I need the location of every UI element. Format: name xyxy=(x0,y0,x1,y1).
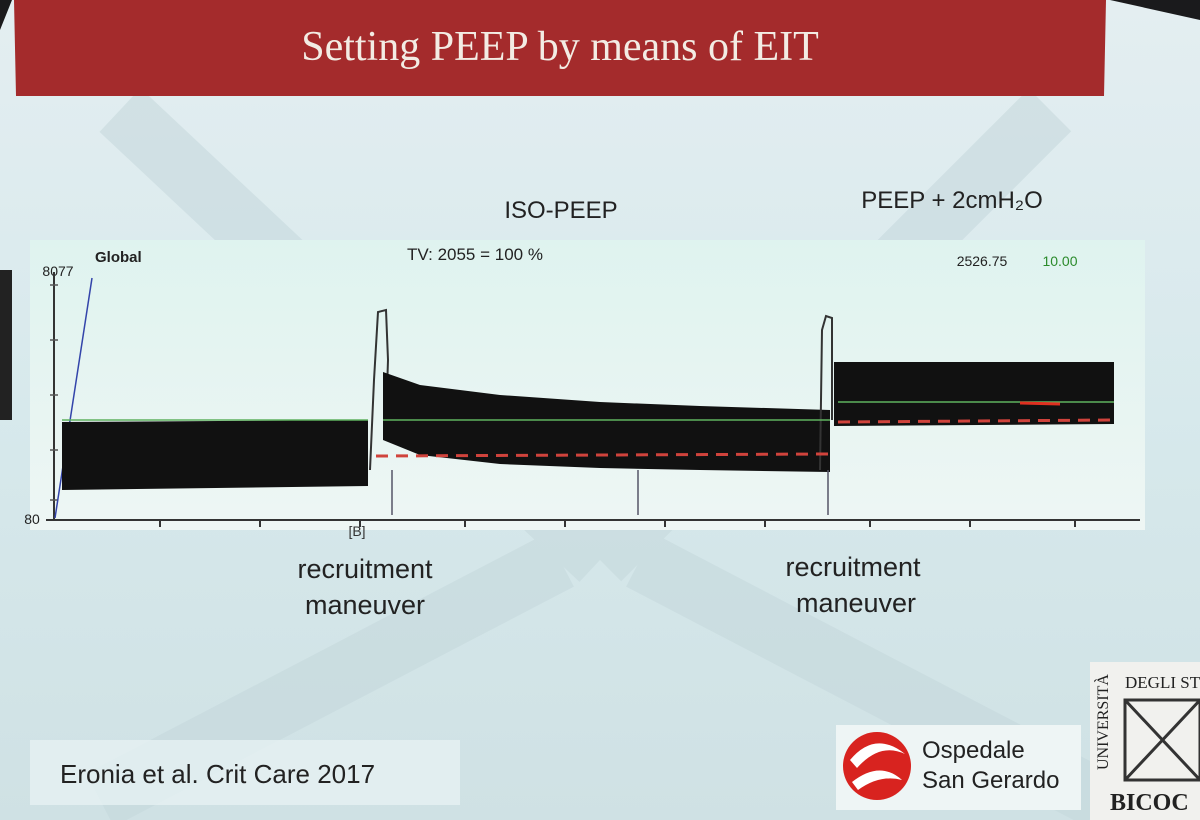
calibration-line xyxy=(54,277,93,519)
university-text: BICOC xyxy=(1110,790,1189,816)
waveform xyxy=(383,372,830,472)
event-marker-label: [B] xyxy=(348,523,365,539)
annotation: recruitment xyxy=(297,554,433,584)
marker-line xyxy=(1019,401,1061,406)
waveform xyxy=(62,420,368,490)
university-text: DEGLI STU xyxy=(1125,673,1200,692)
readout: 2526.75 xyxy=(957,253,1008,269)
university-box xyxy=(1090,662,1200,820)
tidal-volume: TV: 2055 = 100 % xyxy=(407,245,543,264)
event-markers xyxy=(391,470,829,515)
axes xyxy=(46,272,1140,527)
baseline-dashed xyxy=(375,418,1115,458)
section-label: ISO-PEEP xyxy=(504,197,617,224)
waveform-spike xyxy=(819,314,833,471)
annotation: recruitment xyxy=(785,552,921,582)
hospital-name: Ospedale xyxy=(922,737,1025,764)
section-label: PEEP + 2cmH₂O xyxy=(861,187,1043,214)
reference-lines xyxy=(62,401,1114,421)
axis-top-label: 8077 xyxy=(42,263,73,279)
waveform xyxy=(834,362,1114,426)
axis-ticks xyxy=(50,284,58,501)
annotation: maneuver xyxy=(796,588,916,618)
channel-label: Global xyxy=(95,249,142,266)
waveform-spike xyxy=(369,308,390,471)
university-text: UNIVERSITÀ xyxy=(1093,674,1112,770)
citation: Eronia et al. Crit Care 2017 xyxy=(60,759,375,789)
hospital-name: San Gerardo xyxy=(922,767,1059,794)
annotation: maneuver xyxy=(305,590,425,620)
hospital-logo xyxy=(843,732,911,800)
panel-edge xyxy=(0,270,12,420)
citation-box xyxy=(30,740,460,805)
readout: 10.00 xyxy=(1042,253,1077,269)
title-bar xyxy=(14,0,1106,96)
axis-bottom-label: 80 xyxy=(24,511,40,527)
university-emblem xyxy=(1123,698,1200,782)
slide-title: Setting PEEP by means of EIT xyxy=(301,24,819,70)
